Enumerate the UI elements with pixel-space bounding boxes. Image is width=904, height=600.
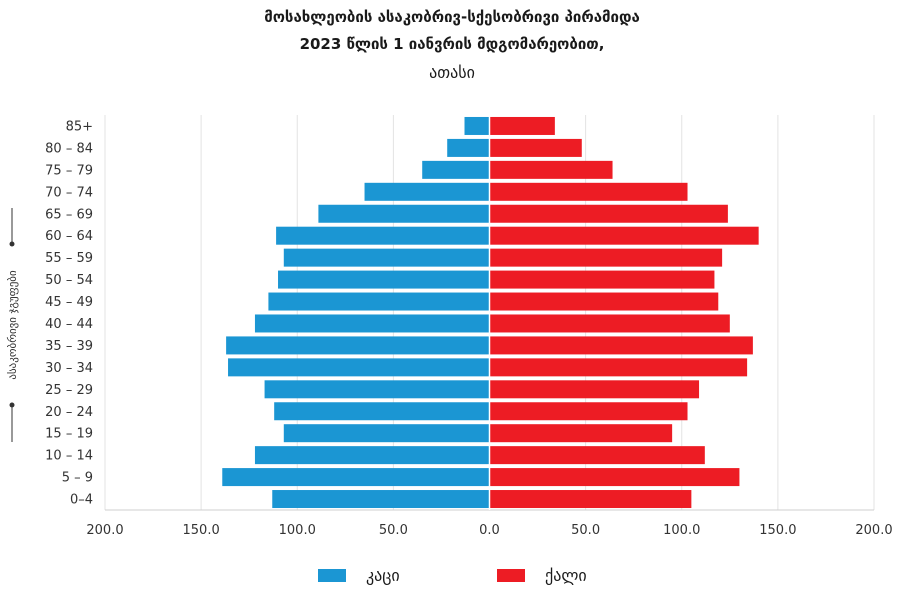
bar-men [272, 490, 490, 509]
legend: კაცი ქალი [0, 566, 904, 590]
bar-women [489, 226, 759, 245]
y-axis-title-dot-top [9, 241, 15, 247]
x-tick-label: 100.0 [663, 523, 700, 538]
bar-women [489, 468, 740, 487]
x-tick-label: 50.0 [571, 523, 600, 538]
chart-title: მოსახლეობის ასაკობრივ-სქესობრივი პირამიდ… [264, 8, 640, 26]
bar-men [228, 358, 490, 377]
bar-layer [222, 115, 759, 510]
bar-men [283, 424, 490, 443]
bar-women [489, 402, 688, 421]
chart-subtitle: 2023 წლის 1 იანვრის მდგომარეობით, [299, 35, 605, 53]
bar-men [364, 182, 490, 201]
bar-men [318, 204, 490, 223]
y-tick-label: 55 – 59 [45, 251, 93, 266]
bar-women [489, 204, 728, 223]
legend-swatch-men [318, 569, 346, 582]
bar-men [264, 380, 490, 399]
bar-women [489, 446, 705, 465]
chart-unit: ათასი [429, 63, 475, 82]
bar-men [283, 248, 490, 267]
y-tick-label: 0–4 [70, 493, 93, 508]
chart-title-block: მოსახლეობის ასაკობრივ-სქესობრივი პირამიდ… [0, 4, 904, 88]
legend-label-women: ქალი [545, 566, 587, 585]
tick-layer: 200.0 150.0 100.0 50.0 0.0 50.0 100.0 150.0 200.… [45, 119, 892, 538]
bar-men [254, 446, 490, 465]
bar-women [489, 314, 730, 333]
y-tick-label: 75 – 79 [45, 163, 93, 178]
y-tick-label: 80 – 84 [45, 141, 93, 156]
bar-women [489, 160, 613, 179]
bar-women [489, 182, 688, 201]
bar-men [422, 160, 490, 179]
bar-women [489, 138, 582, 157]
x-tick-label: 150.0 [759, 523, 796, 538]
y-tick-label: 5 – 9 [62, 471, 93, 486]
bar-men [278, 270, 490, 289]
bar-men [226, 336, 490, 355]
y-axis-label: ასაკობრივი ჯგუფები [6, 270, 19, 380]
y-tick-label: 15 – 19 [45, 427, 93, 442]
bar-women [489, 336, 753, 355]
y-tick-label: 45 – 49 [45, 295, 93, 310]
y-tick-label: 20 – 24 [45, 405, 93, 420]
bar-men [464, 116, 490, 135]
bar-women [489, 292, 719, 311]
legend-item-women: ქალი [497, 566, 587, 585]
bar-men [274, 402, 490, 421]
bar-women [489, 248, 723, 267]
y-tick-label: 25 – 29 [45, 383, 93, 398]
y-tick-label: 40 – 44 [45, 317, 93, 332]
y-axis-title: ასაკობრივი ჯგუფები [6, 208, 19, 442]
legend-item-men: კაცი [318, 566, 400, 585]
bar-women [489, 270, 715, 289]
bar-women [489, 358, 748, 377]
bar-women [489, 424, 673, 443]
grid-layer [104, 115, 875, 511]
x-tick-label: 200.0 [86, 523, 123, 538]
bar-men [276, 226, 490, 245]
y-tick-label: 30 – 34 [45, 361, 93, 376]
bar-women [489, 380, 700, 399]
x-tick-label: 50.0 [379, 523, 408, 538]
y-tick-label: 70 – 74 [45, 185, 93, 200]
y-tick-label: 10 – 14 [45, 449, 93, 464]
y-tick-label: 50 – 54 [45, 273, 93, 288]
legend-label-men: კაცი [366, 566, 400, 585]
bar-men [254, 314, 490, 333]
bar-women [489, 116, 555, 135]
bar-women [489, 490, 692, 509]
y-tick-label: 35 – 39 [45, 339, 93, 354]
bar-men [447, 138, 490, 157]
bar-men [268, 292, 490, 311]
x-tick-label: 0.0 [479, 523, 500, 538]
y-tick-label: 85+ [66, 119, 93, 134]
x-tick-label: 200.0 [855, 523, 892, 538]
y-tick-label: 60 – 64 [45, 229, 93, 244]
population-pyramid-chart: 200.0 150.0 100.0 50.0 0.0 50.0 100.0 150.0 200.… [6, 115, 893, 538]
y-tick-label: 65 – 69 [45, 207, 93, 222]
x-tick-label: 150.0 [183, 523, 220, 538]
legend-swatch-women [497, 569, 525, 582]
x-tick-label: 100.0 [279, 523, 316, 538]
bar-men [222, 468, 490, 487]
